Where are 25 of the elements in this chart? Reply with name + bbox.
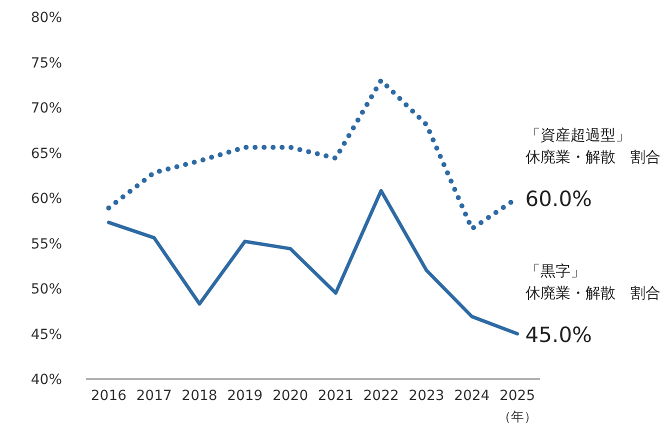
y-tick-label: 40%: [30, 372, 62, 388]
x-axis-title: （年）: [498, 410, 537, 423]
x-tick-label: 2024: [454, 388, 490, 404]
y-tick-label: 55%: [30, 236, 62, 252]
x-tick-label: 2018: [182, 388, 218, 404]
x-tick-label: 2020: [272, 388, 308, 404]
y-tick-label: 60%: [30, 191, 62, 207]
x-tick-label: 2022: [363, 388, 399, 404]
y-tick-label: 80%: [30, 10, 62, 26]
data-label: 60.0%: [525, 187, 592, 211]
x-tick-label: 2017: [136, 388, 172, 404]
y-tick-label: 70%: [30, 100, 62, 116]
x-tick-label: 2021: [318, 388, 354, 404]
y-tick-label: 75%: [30, 55, 62, 72]
x-tick-label: 2019: [227, 388, 263, 404]
line-series: [106, 189, 520, 336]
text: 「黒字」休廃業・解散 割合: [525, 262, 660, 302]
x-tick-label: 2023: [408, 388, 444, 404]
x-tick-label: 2016: [90, 388, 127, 404]
y-tick-label: 65%: [30, 146, 62, 162]
y-tick-label: 50%: [30, 282, 62, 298]
data-label: 45.0%: [525, 322, 592, 347]
y-tick-label: 45%: [30, 326, 62, 343]
text: 「資産超過型」休廃業・解散 割合: [525, 126, 660, 166]
x-tick-label: 2025: [499, 388, 536, 404]
